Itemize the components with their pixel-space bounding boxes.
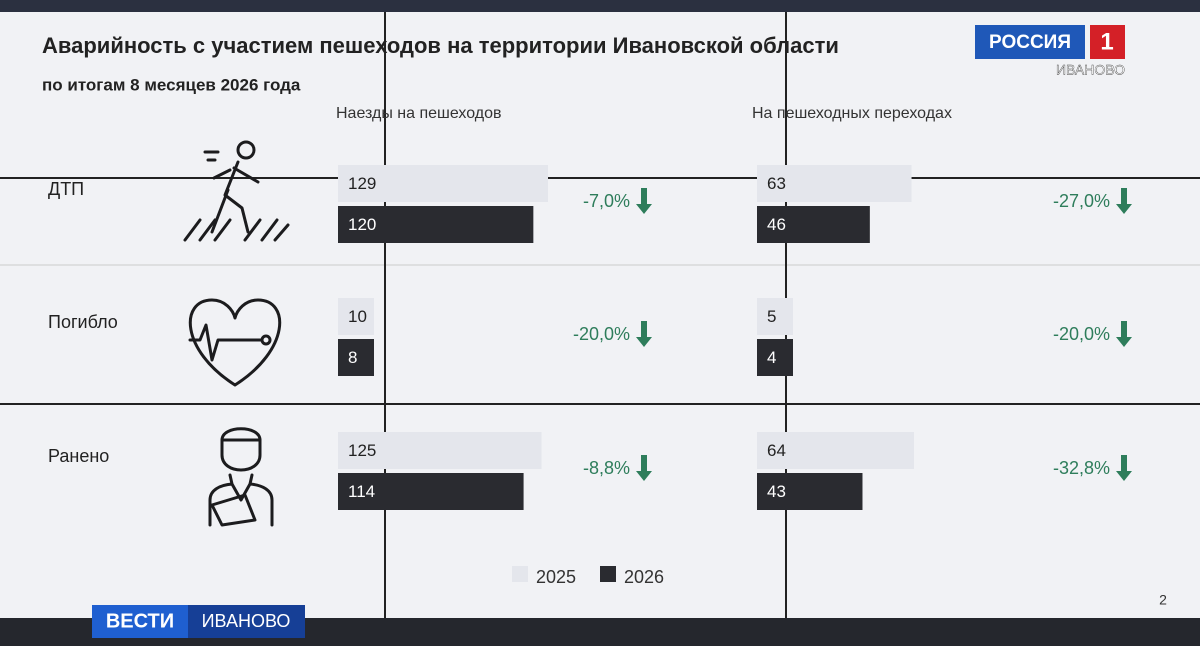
down-arrow	[636, 321, 652, 347]
change-label: -32,8%	[1053, 458, 1110, 478]
bar-value-label: 114	[348, 482, 375, 501]
category-label: Погибло	[48, 312, 118, 332]
legend-swatch	[512, 566, 528, 582]
bar	[757, 298, 793, 335]
program-name: ВЕСТИ	[106, 610, 174, 632]
legend-label: 2025	[536, 567, 576, 587]
bar	[338, 165, 548, 202]
bar	[757, 339, 793, 376]
bar-value-label: 64	[767, 441, 786, 460]
heart-icon	[188, 298, 282, 387]
down-arrow	[1116, 455, 1132, 481]
bar-value-label: 10	[348, 307, 367, 326]
bar	[757, 206, 870, 243]
channel-logo	[975, 25, 1085, 59]
bar	[338, 339, 374, 376]
bar-value-label: 43	[767, 482, 786, 501]
bar	[338, 473, 524, 510]
down-arrow	[1116, 188, 1132, 214]
category-label: ДТП	[48, 179, 84, 199]
channel-number: 1	[1100, 28, 1113, 55]
program-region: ИВАНОВО	[202, 611, 291, 631]
change-label: -27,0%	[1053, 191, 1110, 211]
bar	[338, 298, 374, 335]
bar-value-label: 125	[348, 441, 376, 460]
bar	[757, 473, 863, 510]
bar-value-label: 5	[767, 307, 776, 326]
change-label: -8,8%	[583, 458, 630, 478]
bar-value-label: 46	[767, 215, 786, 234]
change-label: -7,0%	[583, 191, 630, 211]
group-header: Наезды на пешеходов	[336, 105, 502, 122]
bar-value-label: 8	[348, 348, 357, 367]
bar	[338, 432, 542, 469]
channel-number-box	[1090, 25, 1125, 59]
legend-swatch	[600, 566, 616, 582]
injured-icon	[208, 427, 274, 527]
down-arrow	[636, 188, 652, 214]
change-label: -20,0%	[1053, 324, 1110, 344]
change-label: -20,0%	[573, 324, 630, 344]
program-logo	[92, 605, 188, 638]
bar-value-label: 4	[767, 348, 776, 367]
category-label: Ранено	[48, 446, 109, 466]
down-arrow	[1116, 321, 1132, 347]
legend-label: 2026	[624, 567, 664, 587]
bar	[757, 432, 914, 469]
program-region-box	[188, 605, 305, 638]
group-header: На пешеходных переходах	[752, 105, 952, 122]
chart-subtitle: по итогам 8 месяцев 2026 года	[42, 75, 301, 94]
pedestrian-icon	[183, 140, 290, 242]
slide-top-bar	[0, 0, 1200, 12]
channel-name: РОССИЯ	[989, 32, 1071, 53]
chart-title: Аварийность с участием пешеходов на терр…	[42, 33, 839, 58]
bar-value-label: 63	[767, 174, 786, 193]
down-arrow	[636, 455, 652, 481]
page-number: 2	[1159, 592, 1167, 608]
bar-value-label: 120	[348, 215, 376, 234]
bar	[338, 206, 534, 243]
bar-value-label: 129	[348, 174, 376, 193]
channel-region: ИВАНОВО	[1056, 62, 1125, 78]
bar	[757, 165, 912, 202]
